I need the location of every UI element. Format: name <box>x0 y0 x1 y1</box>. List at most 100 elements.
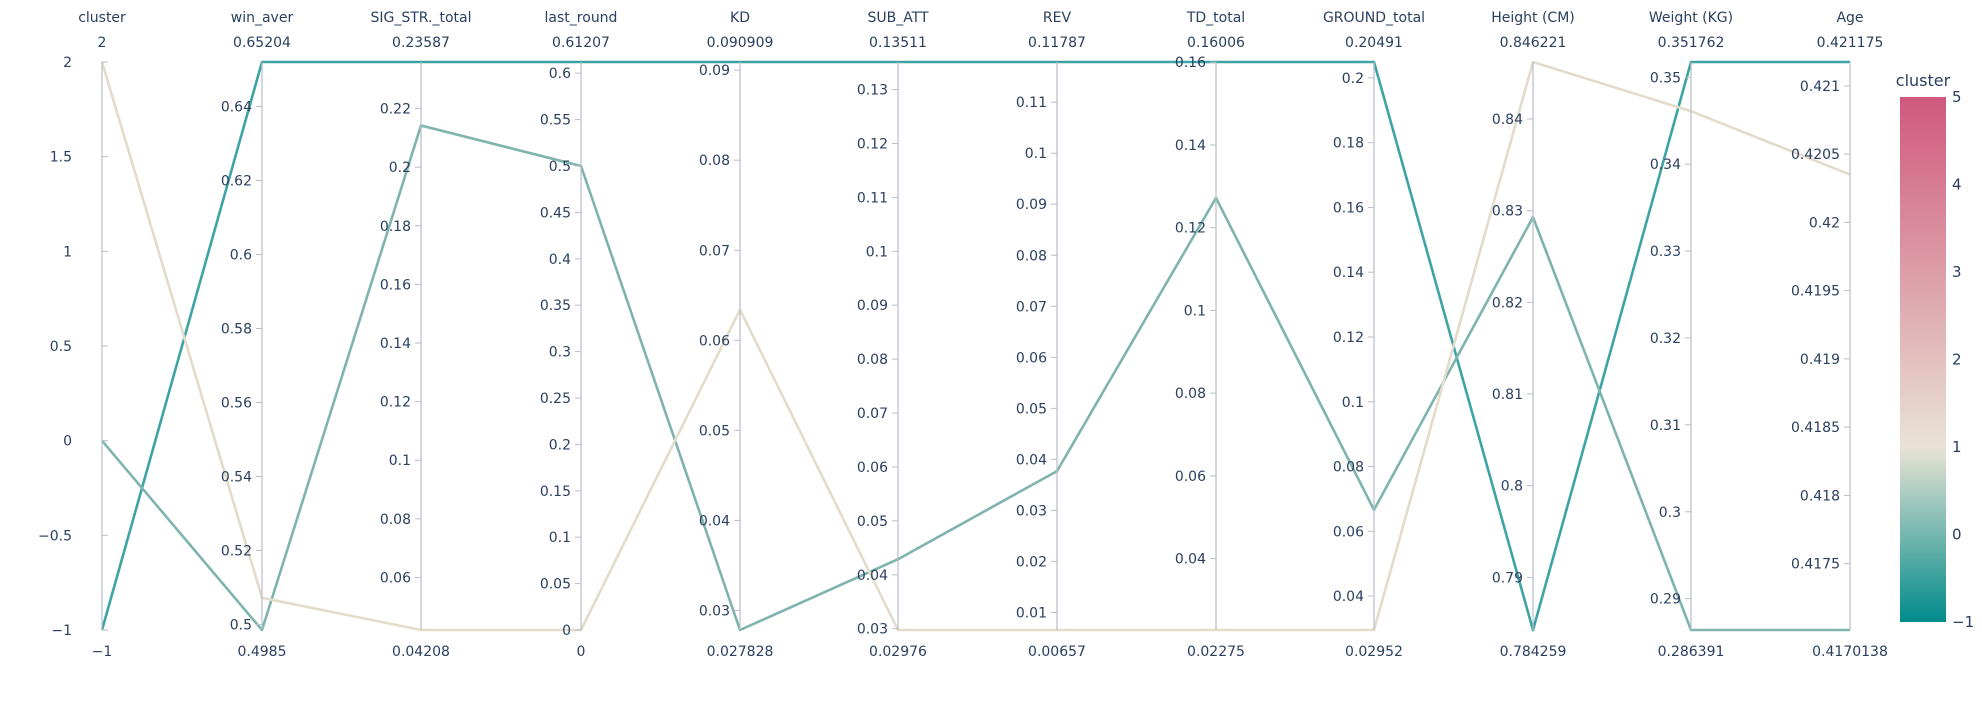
axis-range-min-age: 0.4170138 <box>1812 644 1888 660</box>
tick-label: 0 <box>562 623 571 639</box>
axis-range-max-age: 0.421175 <box>1817 35 1884 51</box>
axis-kd[interactable]: KD 0.090909 0.027828 0.03 0.04 0.05 0.06 0.07 0.… <box>699 10 774 660</box>
tick-label: 0.06 <box>1175 469 1206 485</box>
tick-label: 0.07 <box>857 406 888 422</box>
axis-td-total[interactable]: TD_total 0.16006 0.02275 0.04 0.06 0.08 0.1 0.1… <box>1175 10 1245 660</box>
tick-label: 0.12 <box>1333 330 1364 346</box>
axis-range-min-ground-total: 0.02952 <box>1345 644 1403 660</box>
tick-label: 0.33 <box>1650 244 1681 260</box>
tick-label: 0.4205 <box>1791 147 1840 163</box>
tick-label: 0.83 <box>1492 204 1523 220</box>
tick-label: 0.2 <box>389 160 411 176</box>
axis-weight-kg[interactable]: Weight (KG) 0.351762 0.286391 0.29 0.3 0.31 0.… <box>1649 10 1733 660</box>
tick-label: 0.08 <box>1016 248 1047 264</box>
tick-label: 0.03 <box>857 622 888 638</box>
tick-label: 0.45 <box>540 205 571 221</box>
axis-win-aver[interactable]: win_aver 0.65204 0.4985 0.5 0.52 0.54 0.56 0.58… <box>221 10 294 660</box>
tick-label: 0.32 <box>1650 331 1681 347</box>
axis-title-age: Age <box>1836 10 1863 26</box>
tick-label: 0.12 <box>1175 221 1206 237</box>
axis-title-kd: KD <box>730 10 750 26</box>
tick-label: 0.11 <box>857 190 888 206</box>
tick-label: 0.04 <box>1016 452 1047 468</box>
axis-range-min-last-round: 0 <box>577 644 586 660</box>
series-line-cluster-0 <box>101 124 1850 632</box>
axis-range-max-td-total: 0.16006 <box>1187 35 1245 51</box>
tick-label: 0.01 <box>1016 605 1047 621</box>
tick-label: 0.04 <box>699 513 730 529</box>
tick-label: 0.5 <box>549 159 571 175</box>
tick-label: 0.1 <box>1184 303 1206 319</box>
lines-layer <box>100 60 1851 632</box>
tick-label: 0.06 <box>699 333 730 349</box>
tick-label: 0.07 <box>1016 299 1047 315</box>
axis-ground-total[interactable]: GROUND_total 0.20491 0.02952 0.04 0.06 0.08 0.… <box>1323 10 1425 660</box>
colorbar-tick-label: 5 <box>1952 88 1962 106</box>
axis-rev[interactable]: REV 0.11787 0.00657 0.01 0.02 0.03 0.04 0.05 0.0… <box>1016 10 1086 660</box>
axis-range-max-sig-str-total: 0.23587 <box>392 35 450 51</box>
axis-sig-str-total[interactable]: SIG_STR._total 0.23587 0.04208 0.06 0.08 0.1 0… <box>371 10 472 660</box>
tick-label: 0.84 <box>1492 112 1523 128</box>
tick-label: 0.56 <box>221 395 252 411</box>
tick-label: 0.81 <box>1492 387 1523 403</box>
tick-label: 0.79 <box>1492 570 1523 586</box>
tick-label: 0.08 <box>857 352 888 368</box>
axis-title-height-cm: Height (CM) <box>1491 10 1575 26</box>
axis-title-sig-str-total: SIG_STR._total <box>371 10 472 26</box>
tick-label: 0.14 <box>380 336 411 352</box>
tick-label: 0.2 <box>1342 71 1364 87</box>
tick-label: 0.29 <box>1650 592 1681 608</box>
tick-label: 0.1 <box>866 244 888 260</box>
tick-label: 0.03 <box>699 603 730 619</box>
axis-range-min-sig-str-total: 0.04208 <box>392 644 450 660</box>
tick-label: 0.05 <box>857 514 888 530</box>
tick-label: 0.419 <box>1800 352 1840 368</box>
tick-label: 0.04 <box>857 568 888 584</box>
axis-sub-att[interactable]: SUB_ATT 0.13511 0.02976 0.03 0.04 0.05 0.06 0.0… <box>857 10 929 660</box>
axis-title-last-round: last_round <box>545 10 618 26</box>
axis-cluster[interactable]: cluster 2 −1 −1 −0.5 0 0.5 1 1.5 2 <box>38 10 126 660</box>
tick-label: 0.07 <box>699 243 730 259</box>
tick-label: 0.05 <box>699 423 730 439</box>
axis-age[interactable]: Age 0.421175 0.4170138 0.4175 0.418 0.4185 0.4… <box>1791 10 1888 660</box>
tick-label: 0.08 <box>1333 460 1364 476</box>
tick-label: 0.15 <box>540 484 571 500</box>
tick-label: 0.82 <box>1492 295 1523 311</box>
tick-label: 0.06 <box>857 460 888 476</box>
axis-range-max-height-cm: 0.846221 <box>1500 35 1567 51</box>
axis-range-max-ground-total: 0.20491 <box>1345 35 1403 51</box>
series-line-cluster-2 <box>100 60 1851 632</box>
tick-label: 0.58 <box>221 322 252 338</box>
tick-label: 0.06 <box>1333 524 1364 540</box>
tick-label: 0.5 <box>230 617 252 633</box>
axis-title-weight-kg: Weight (KG) <box>1649 10 1733 26</box>
axis-range-min-height-cm: 0.784259 <box>1500 644 1567 660</box>
tick-label: 0.06 <box>1016 350 1047 366</box>
axis-height-cm[interactable]: Height (CM) 0.846221 0.784259 0.79 0.8 0.81 0.… <box>1491 10 1575 660</box>
tick-label: 0.31 <box>1650 418 1681 434</box>
tick-label: 0.8 <box>1501 479 1523 495</box>
tick-label: 0.14 <box>1333 265 1364 281</box>
tick-label: 0.09 <box>857 298 888 314</box>
tick-label: 0.04 <box>1175 552 1206 568</box>
tick-label: −1 <box>51 623 72 639</box>
tick-label: 0.35 <box>540 298 571 314</box>
colorbar-title: cluster <box>1896 71 1951 90</box>
tick-label: 0.6 <box>549 66 571 82</box>
axis-range-max-win-aver: 0.65204 <box>233 35 291 51</box>
tick-label: 0.16 <box>1175 55 1206 71</box>
colorbar-tick-label: 0 <box>1952 526 1962 544</box>
tick-label: −0.5 <box>38 528 72 544</box>
tick-label: 0.09 <box>699 63 730 79</box>
axis-range-max-weight-kg: 0.351762 <box>1658 35 1725 51</box>
series-line-cluster-neg1 <box>100 60 1850 632</box>
axis-range-max-cluster: 2 <box>98 35 107 51</box>
axis-last-round[interactable]: last_round 0.61207 00 0.05 0.1 0.15 0.2 0.25 0.3… <box>540 10 618 660</box>
tick-label: 0.35 <box>1650 70 1681 86</box>
axis-range-max-kd: 0.090909 <box>707 35 774 51</box>
tick-label: 0.3 <box>549 345 571 361</box>
tick-label: 0.05 <box>1016 401 1047 417</box>
axis-range-min-cluster: −1 <box>92 644 113 660</box>
